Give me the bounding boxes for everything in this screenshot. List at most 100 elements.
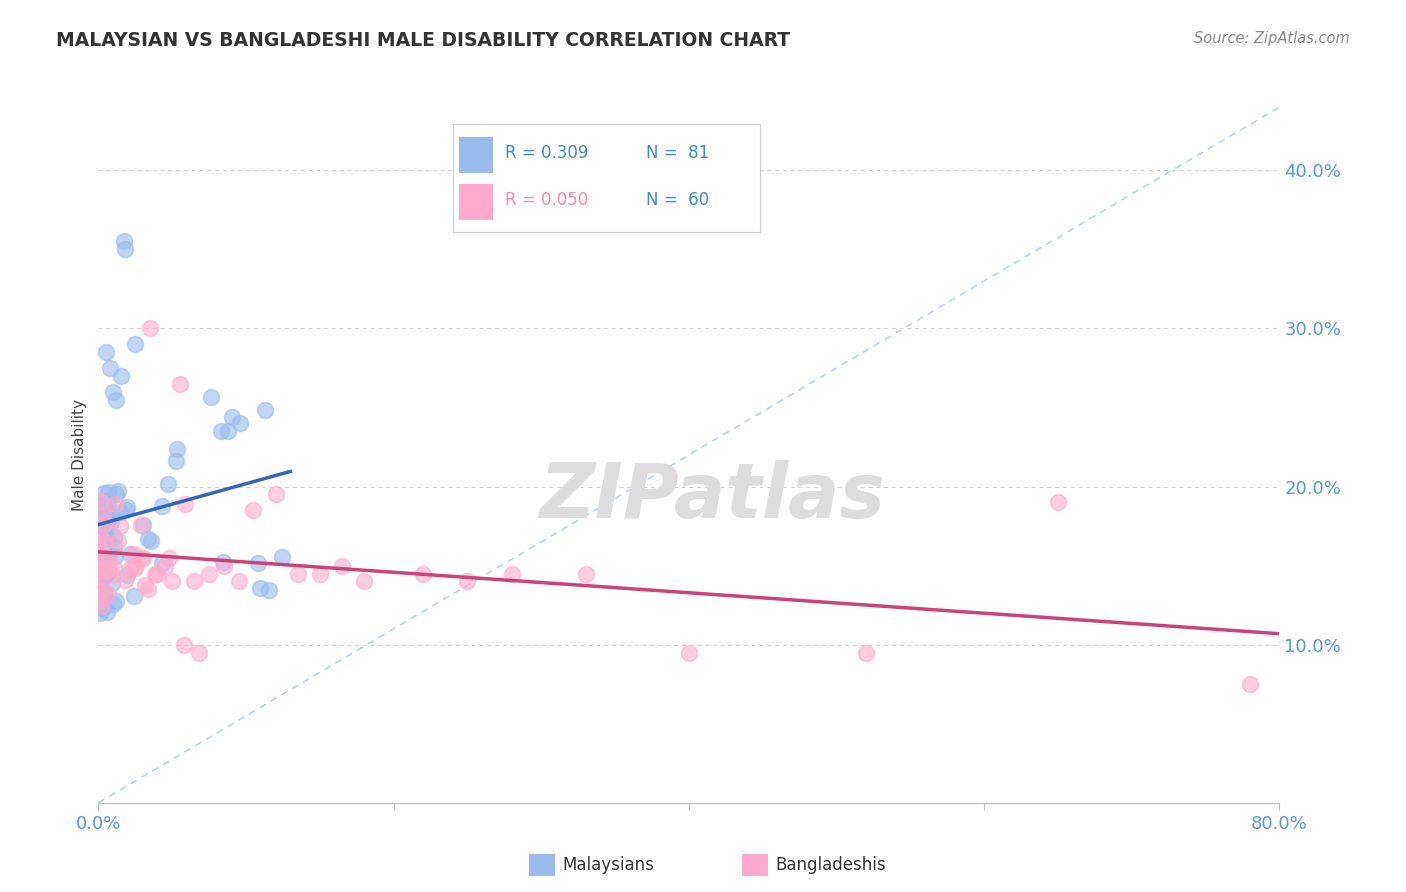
Point [855,646,877,660]
Point [162,574,183,589]
Point [104,549,127,564]
Point [330,558,353,573]
Point [128,550,150,565]
Point [132,518,155,533]
Point [124,558,146,573]
Point [98,509,121,524]
Point [89,499,111,513]
Point [107,534,129,549]
Point [93,486,115,500]
Point [91,566,114,581]
Point [96,605,118,619]
Point [89,512,111,526]
Point [94,564,117,578]
Point [309,566,332,581]
Point [94,502,117,516]
Point [97,587,120,601]
Point [134,578,156,592]
Point [105,392,128,407]
Point [209,424,232,438]
Point [169,376,191,391]
Point [96,485,118,500]
Point [114,574,136,588]
Point [173,638,195,652]
Point [132,550,155,565]
Point [93,516,115,531]
Point [98,544,121,558]
Point [156,477,179,491]
Point [1239,677,1261,691]
Point [139,321,162,335]
Point [90,583,112,598]
Point [104,487,127,501]
Text: Source: ZipAtlas.com: Source: ZipAtlas.com [1194,31,1350,46]
Point [103,530,125,544]
Point [100,508,122,522]
Point [90,563,112,577]
Point [124,337,146,351]
Point [89,599,111,614]
Point [166,442,188,457]
Point [103,597,125,611]
Point [90,590,112,604]
Point [122,589,145,603]
Point [212,558,235,573]
Point [89,529,111,543]
Point [93,521,115,535]
Point [456,574,478,589]
Text: Bangladeshis: Bangladeshis [775,855,886,874]
Point [353,574,375,589]
Point [100,516,122,530]
Point [157,550,180,565]
Point [96,548,118,562]
Point [96,519,118,533]
Point [115,503,138,517]
Point [187,646,209,660]
Point [146,566,169,581]
Point [93,505,115,519]
Point [136,533,159,547]
Point [100,568,122,582]
Point [96,557,118,571]
Point [249,581,271,595]
FancyBboxPatch shape [742,854,768,876]
Point [264,487,287,501]
Point [122,547,145,561]
Text: Malaysians: Malaysians [562,855,654,874]
Point [115,500,138,514]
Point [94,566,117,581]
Point [89,572,111,586]
Point [103,561,125,575]
Point [89,542,111,557]
Point [115,568,138,582]
Point [253,403,276,417]
Point [108,505,131,519]
Point [93,587,115,601]
FancyBboxPatch shape [530,854,555,876]
Point [501,566,523,581]
Point [183,574,205,589]
Point [89,606,111,620]
Point [98,552,121,566]
Point [93,535,115,549]
Point [165,453,187,467]
Point [150,500,173,514]
Point [112,235,135,249]
Point [105,594,128,608]
Point [574,566,596,581]
Point [107,483,129,498]
Point [143,566,166,581]
Point [198,566,221,581]
Point [139,533,162,548]
Point [89,563,111,577]
Text: MALAYSIAN VS BANGLADESHI MALE DISABILITY CORRELATION CHART: MALAYSIAN VS BANGLADESHI MALE DISABILITY… [56,31,790,50]
Point [89,585,111,599]
Point [412,566,434,581]
Point [101,576,124,591]
Point [94,516,117,531]
Point [96,531,118,545]
Point [242,503,264,517]
Point [97,495,120,509]
Point [93,508,115,522]
Point [270,549,292,564]
